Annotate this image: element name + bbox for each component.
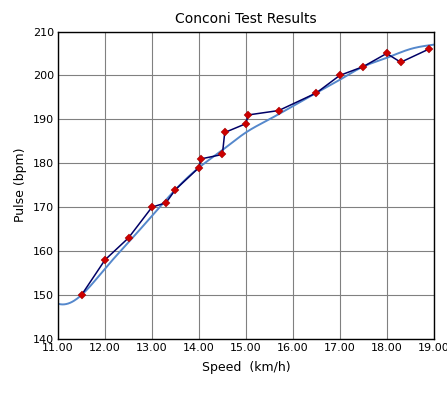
Y-axis label: Pulse (bpm): Pulse (bpm) [14, 148, 27, 223]
Title: Conconi Test Results: Conconi Test Results [175, 12, 316, 26]
X-axis label: Speed  (km/h): Speed (km/h) [202, 361, 290, 374]
